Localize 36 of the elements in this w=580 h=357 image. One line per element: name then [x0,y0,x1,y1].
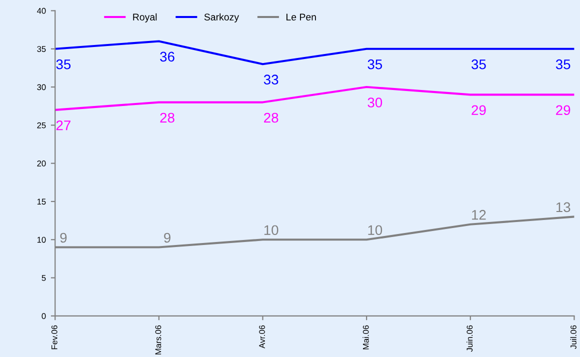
legend-label: Le Pen [286,14,316,20]
legend-label: Sarkozy [204,13,240,22]
y-tick-label: 20 [37,160,46,166]
data-label: 12 [472,210,486,220]
data-label: 28 [264,112,278,123]
data-label: 35 [368,59,382,70]
data-label: 29 [472,105,486,116]
data-label: 10 [264,225,278,236]
data-label: 28 [160,112,174,123]
data-label: 35 [556,59,570,70]
y-tick-label: 10 [37,236,46,243]
legend-label: Royal [133,13,157,22]
x-tick-label: Juin.06 [466,325,473,352]
y-tick-label: 15 [37,198,46,205]
x-tick-label: Mars.06 [155,325,162,354]
data-label: 33 [264,74,278,85]
data-label: 9 [164,232,170,243]
y-tick-label: 25 [37,122,46,128]
x-tick-label: Mai.06 [362,325,369,350]
data-label: 9 [60,232,67,243]
data-label: 13 [556,202,570,212]
data-label: 27 [56,120,70,130]
data-label: 36 [160,52,174,62]
data-label: 10 [368,225,382,236]
data-label: 30 [368,98,382,108]
y-tick-label: 30 [37,84,46,90]
y-tick-label: 0 [42,313,46,320]
y-tick-label: 40 [36,8,46,14]
data-label: 35 [472,59,486,70]
y-tick-label: 5 [42,275,46,281]
data-label: 35 [56,59,71,70]
y-tick-label: 35 [37,46,46,52]
x-tick-label: Juil.06 [570,325,576,349]
x-tick-label: Avr.06 [259,325,265,348]
x-tick-label: Fev.06 [51,325,58,350]
data-label: 29 [556,105,570,116]
